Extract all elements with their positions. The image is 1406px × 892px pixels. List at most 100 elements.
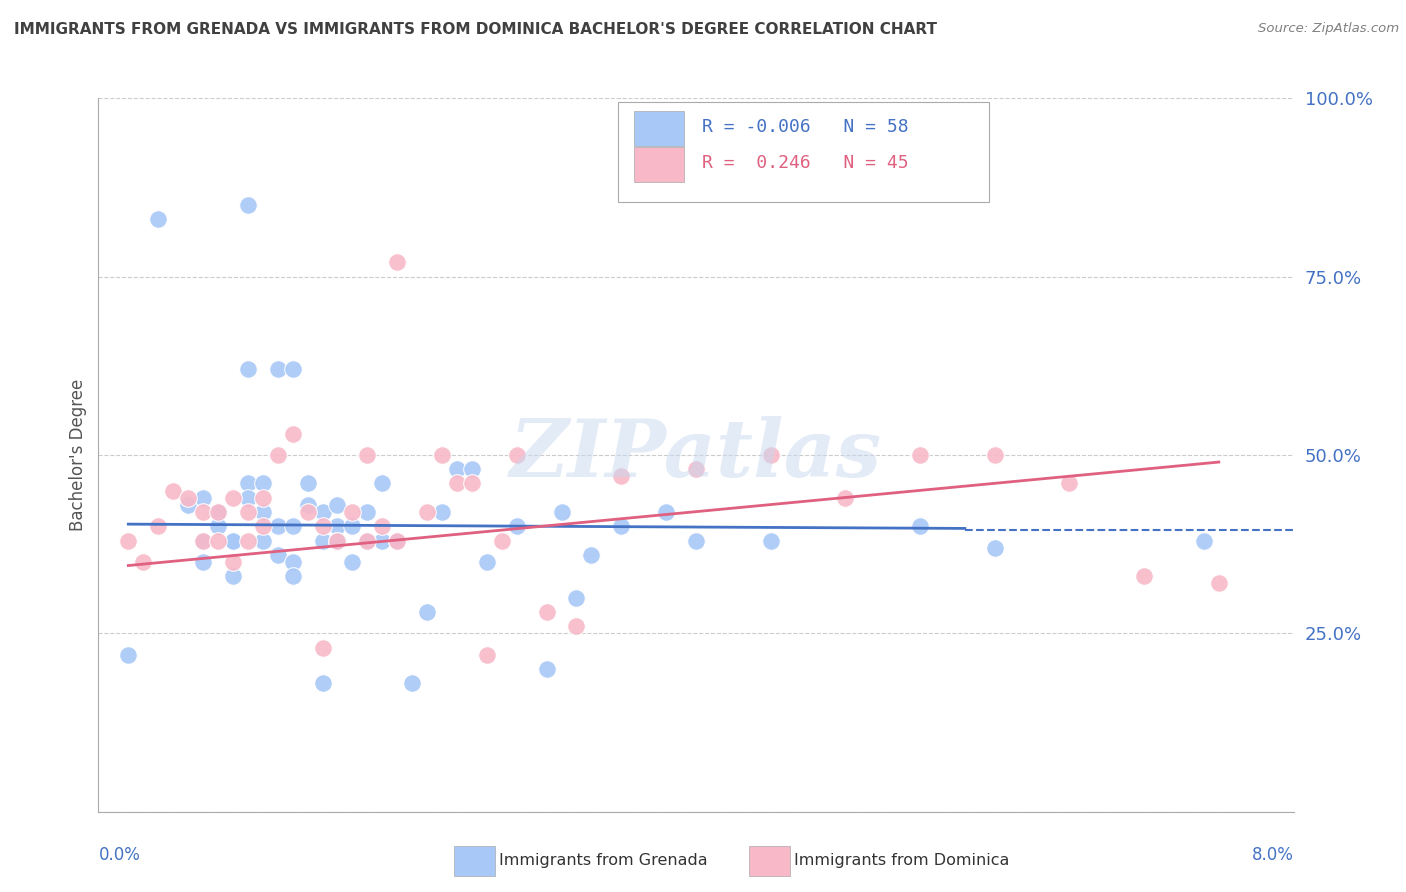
Point <box>1192 533 1215 548</box>
Point <box>536 605 558 619</box>
Point <box>685 533 707 548</box>
Point <box>1059 476 1081 491</box>
Point <box>177 498 200 512</box>
Point <box>326 533 349 548</box>
Point <box>685 462 707 476</box>
Point <box>446 462 468 476</box>
Point <box>461 476 484 491</box>
Point <box>550 505 572 519</box>
Point <box>252 491 274 505</box>
Point <box>267 448 290 462</box>
Text: R = -0.006   N = 58: R = -0.006 N = 58 <box>702 118 908 136</box>
Point <box>297 476 319 491</box>
FancyBboxPatch shape <box>634 146 685 182</box>
Y-axis label: Bachelor's Degree: Bachelor's Degree <box>69 379 87 531</box>
Point <box>177 491 200 505</box>
Point <box>236 362 259 376</box>
Point <box>983 448 1005 462</box>
Point <box>222 555 245 569</box>
Point <box>475 555 498 569</box>
Point <box>610 469 633 483</box>
Point <box>311 505 333 519</box>
Text: 0.0%: 0.0% <box>98 846 141 864</box>
Point <box>371 533 394 548</box>
Point <box>356 505 378 519</box>
Point <box>908 448 931 462</box>
Point <box>236 505 259 519</box>
Point <box>222 533 245 548</box>
Point <box>759 533 782 548</box>
Point <box>371 476 394 491</box>
Point <box>222 569 245 583</box>
Point <box>191 533 214 548</box>
Point <box>385 533 409 548</box>
Text: 8.0%: 8.0% <box>1251 846 1294 864</box>
Point <box>252 533 274 548</box>
Point <box>281 555 304 569</box>
Point <box>191 533 214 548</box>
Point <box>416 505 439 519</box>
Point <box>281 362 304 376</box>
Point <box>401 676 423 690</box>
Point <box>491 533 513 548</box>
Point <box>326 533 349 548</box>
Point <box>191 505 214 519</box>
Point <box>385 255 409 269</box>
Point <box>834 491 856 505</box>
Point <box>162 483 184 498</box>
Point <box>281 519 304 533</box>
Text: ZIPatlas: ZIPatlas <box>510 417 882 493</box>
Text: IMMIGRANTS FROM GRENADA VS IMMIGRANTS FROM DOMINICA BACHELOR'S DEGREE CORRELATIO: IMMIGRANTS FROM GRENADA VS IMMIGRANTS FR… <box>14 22 936 37</box>
Point <box>117 648 139 662</box>
Point <box>281 426 304 441</box>
Point <box>475 648 498 662</box>
Point <box>536 662 558 676</box>
Point <box>132 555 155 569</box>
Point <box>565 619 588 633</box>
Point <box>610 519 633 533</box>
Point <box>581 548 603 562</box>
Point <box>461 462 484 476</box>
Point <box>430 448 453 462</box>
Point <box>252 519 274 533</box>
Point <box>326 498 349 512</box>
Point <box>297 505 319 519</box>
Point <box>252 476 274 491</box>
Point <box>342 505 364 519</box>
Point <box>356 533 378 548</box>
Point <box>430 505 453 519</box>
Point <box>207 505 229 519</box>
Point <box>267 519 290 533</box>
Point <box>416 605 439 619</box>
FancyBboxPatch shape <box>619 102 988 202</box>
Point <box>207 519 229 533</box>
Point <box>311 640 333 655</box>
Point <box>655 505 678 519</box>
Point <box>311 533 333 548</box>
Point <box>267 362 290 376</box>
Point <box>117 533 139 548</box>
Point <box>207 533 229 548</box>
Point <box>236 198 259 212</box>
Point <box>356 448 378 462</box>
Point <box>222 491 245 505</box>
Point <box>222 533 245 548</box>
Text: R =  0.246   N = 45: R = 0.246 N = 45 <box>702 153 908 172</box>
Point <box>446 476 468 491</box>
Point <box>148 519 170 533</box>
Point <box>356 533 378 548</box>
Point <box>1133 569 1156 583</box>
Point <box>236 533 259 548</box>
Point <box>759 448 782 462</box>
Point <box>207 505 229 519</box>
Point <box>326 519 349 533</box>
Point <box>191 555 214 569</box>
Text: Immigrants from Grenada: Immigrants from Grenada <box>499 854 707 868</box>
Point <box>506 448 529 462</box>
Point <box>236 491 259 505</box>
Point <box>267 548 290 562</box>
Point <box>385 533 409 548</box>
Text: Source: ZipAtlas.com: Source: ZipAtlas.com <box>1258 22 1399 36</box>
Point <box>252 505 274 519</box>
Point <box>565 591 588 605</box>
